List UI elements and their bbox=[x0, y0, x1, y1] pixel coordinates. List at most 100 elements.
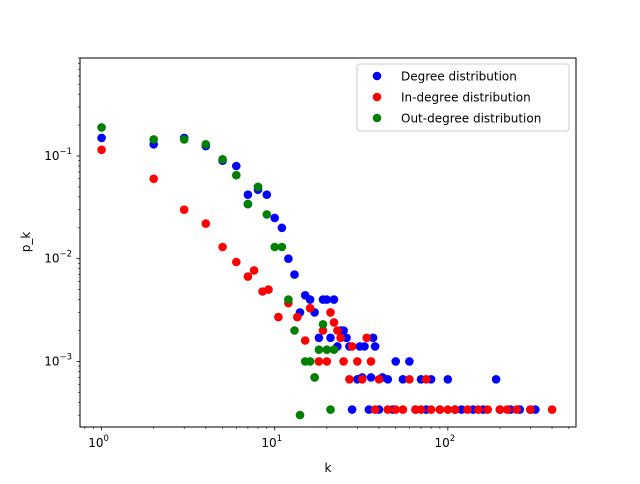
series-2-point bbox=[322, 357, 332, 366]
series-2-point bbox=[366, 357, 376, 366]
series-2-point bbox=[347, 342, 357, 351]
series-3-point bbox=[326, 405, 335, 414]
series-3 bbox=[97, 123, 339, 420]
series-2-point bbox=[243, 272, 253, 281]
y-axis-label: p_k bbox=[19, 232, 33, 253]
legend-marker-3 bbox=[372, 113, 382, 123]
x-tick-label: 101 bbox=[261, 434, 282, 450]
series-3-point bbox=[201, 140, 211, 149]
series-3-point bbox=[270, 242, 280, 252]
series-2-point bbox=[232, 257, 241, 267]
y-tick-label: 10−2 bbox=[44, 250, 72, 266]
series-1-point bbox=[270, 213, 280, 223]
series-1-point bbox=[339, 326, 348, 335]
series-2-point bbox=[314, 357, 324, 366]
series-1-point bbox=[405, 357, 414, 366]
series-2-point bbox=[333, 326, 342, 335]
series-1-point bbox=[314, 333, 324, 343]
series-1-point bbox=[360, 342, 369, 351]
series-1-point bbox=[277, 223, 287, 233]
series-2-point bbox=[329, 318, 339, 327]
series-1-point bbox=[232, 161, 241, 171]
series-2-point bbox=[383, 405, 393, 414]
series-3-point bbox=[310, 373, 319, 382]
series-3-point bbox=[284, 295, 293, 304]
series-1-point bbox=[443, 375, 453, 384]
series-2-point bbox=[421, 375, 431, 384]
series-1-point bbox=[391, 357, 401, 366]
series-1-point bbox=[383, 375, 393, 384]
legend-marker-2 bbox=[372, 92, 382, 102]
series-2-point bbox=[318, 326, 328, 335]
x-axis-label: k bbox=[325, 461, 332, 475]
series-3-point bbox=[253, 182, 263, 192]
series-3-point bbox=[179, 135, 189, 144]
series-2-point bbox=[450, 405, 460, 414]
series-2-point bbox=[374, 375, 384, 384]
y-tick-label: 10−3 bbox=[44, 352, 72, 368]
series-3-point bbox=[277, 242, 287, 252]
plot-points bbox=[97, 123, 557, 420]
series-1-point bbox=[329, 295, 339, 304]
series-1-point bbox=[457, 405, 466, 414]
series-2-point bbox=[218, 242, 227, 252]
series-2-point bbox=[300, 336, 310, 345]
series-2-point bbox=[502, 405, 512, 414]
series-2-point bbox=[305, 303, 315, 313]
series-1-point bbox=[370, 342, 380, 351]
series-1-point bbox=[305, 295, 315, 304]
x-axis-ticks: 100 101 102 bbox=[84, 427, 570, 450]
series-2-point bbox=[547, 405, 557, 414]
series-1-point bbox=[366, 373, 376, 382]
series-1-point bbox=[398, 375, 408, 384]
series-2-point bbox=[339, 357, 348, 366]
series-2-point bbox=[264, 285, 273, 294]
series-2-point bbox=[97, 145, 106, 155]
series-2-point bbox=[512, 405, 521, 414]
x-tick-label: 100 bbox=[88, 434, 109, 450]
series-3-point bbox=[218, 155, 227, 164]
series-2-point bbox=[416, 405, 426, 414]
series-3-point bbox=[318, 320, 328, 329]
series-3-point bbox=[314, 345, 324, 355]
series-1-point bbox=[368, 333, 378, 343]
series-2-point bbox=[149, 174, 158, 184]
legend-label-1: Degree distribution bbox=[401, 70, 517, 84]
series-2-point bbox=[398, 405, 408, 414]
series-2-point bbox=[495, 405, 505, 414]
series-2-point bbox=[336, 333, 345, 343]
series-2-point bbox=[353, 357, 362, 366]
series-2-point bbox=[345, 375, 354, 384]
legend: Degree distribution In-degree distributio… bbox=[356, 63, 570, 132]
x-tick-label: 102 bbox=[434, 434, 455, 450]
legend-label-3: Out-degree distribution bbox=[401, 112, 541, 126]
series-2-point bbox=[391, 405, 401, 414]
y-axis-ticks: 10−3 10−2 10−1 bbox=[44, 57, 80, 416]
series-3-point bbox=[305, 357, 315, 366]
series-3-point bbox=[322, 345, 332, 355]
series-3-point bbox=[262, 210, 272, 219]
series-2-point bbox=[463, 405, 472, 414]
series-3-point bbox=[295, 410, 305, 420]
series-2-point bbox=[357, 375, 367, 384]
series-2-point bbox=[435, 405, 445, 414]
series-1-point bbox=[243, 190, 253, 199]
legend-marker-1 bbox=[372, 71, 382, 81]
series-2-point bbox=[362, 333, 372, 343]
series-3-point bbox=[243, 199, 253, 209]
series-1-point bbox=[326, 333, 335, 343]
series-3-point bbox=[149, 135, 158, 144]
series-2-point bbox=[483, 405, 493, 414]
series-2-point bbox=[426, 405, 436, 414]
plot-area-frame bbox=[79, 57, 577, 428]
series-2-point bbox=[179, 205, 189, 214]
series-1-point bbox=[347, 405, 357, 414]
series-2-point bbox=[201, 219, 211, 228]
legend-box bbox=[356, 63, 570, 132]
series-1-point bbox=[491, 375, 501, 384]
series-1-point bbox=[342, 333, 351, 343]
series-1-point bbox=[322, 295, 332, 304]
legend-label-2: In-degree distribution bbox=[401, 91, 531, 105]
series-2-point bbox=[326, 308, 335, 317]
